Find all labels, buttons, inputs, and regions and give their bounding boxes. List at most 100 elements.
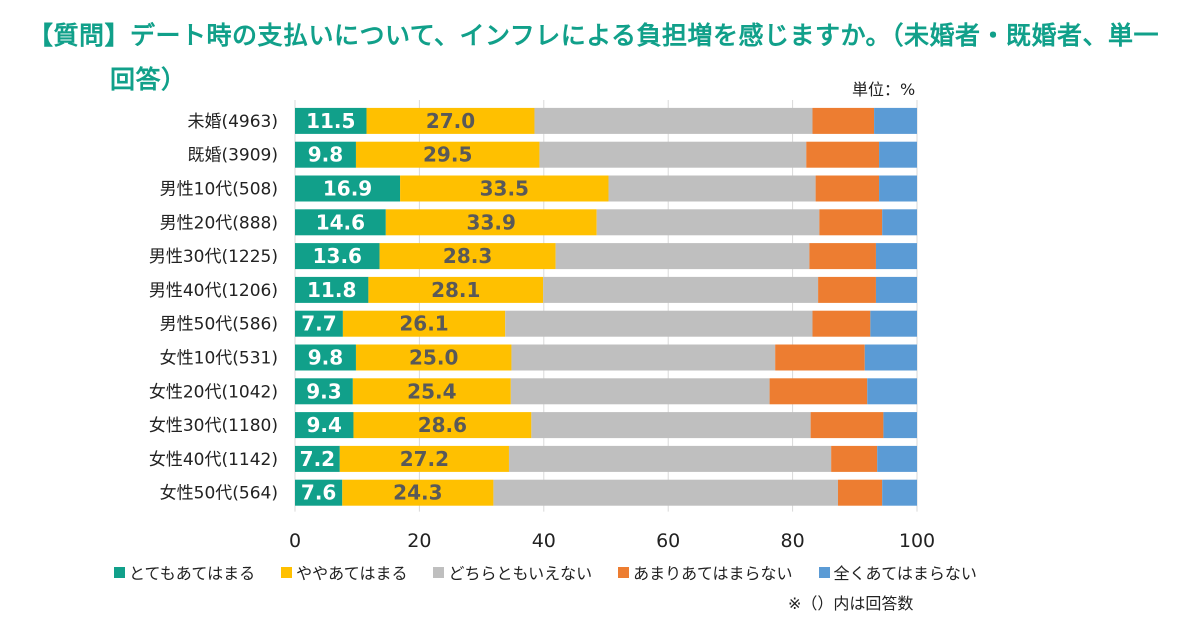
bar-segment xyxy=(831,445,878,472)
bar-row: 9.4 28.6 xyxy=(295,412,917,439)
chart-title-line1: 【質問】デート時の支払いについて、インフレによる負担増を感じますか。（未婚者・既… xyxy=(28,21,1160,50)
category-label: 女性50代(564) xyxy=(160,484,278,504)
bar-segment xyxy=(355,344,512,371)
bar-segment xyxy=(531,412,811,439)
bar-segment xyxy=(368,276,544,303)
category-label: 女性30代(1180) xyxy=(149,416,278,436)
bar-segment xyxy=(539,141,807,168)
bar-row: 7.6 24.3 xyxy=(295,479,917,506)
legend-item: 全くあてはまらない xyxy=(818,560,977,584)
data-label: 27.0 xyxy=(426,109,475,133)
data-label: 25.4 xyxy=(407,379,456,403)
bar-segment xyxy=(864,344,917,371)
bar-segment xyxy=(870,310,917,337)
legend-swatch-icon xyxy=(433,566,445,578)
legend-label: とてもあてはまる xyxy=(129,564,256,583)
legend-item: どちらともいえない xyxy=(433,560,592,584)
bar-segment xyxy=(838,479,883,506)
footnote: ※（）内は回答数 xyxy=(788,594,914,613)
x-tick-label: 100 xyxy=(899,530,935,552)
bar-segment xyxy=(342,479,494,506)
data-label: 29.5 xyxy=(423,143,472,167)
bar-segment xyxy=(295,107,367,134)
bar-segment xyxy=(385,209,597,236)
chart-title-line2: 回答） xyxy=(110,65,187,94)
bar-segment xyxy=(882,209,917,236)
data-label: 7.7 xyxy=(301,312,336,336)
bar-segment xyxy=(295,175,401,202)
bar-row: 16.9 33.5 xyxy=(295,175,917,202)
data-label: 16.9 xyxy=(323,177,372,201)
category-label: 未婚(4963) xyxy=(187,112,278,132)
bar-segment xyxy=(400,175,609,202)
data-label: 28.1 xyxy=(431,278,480,302)
bar-segment xyxy=(366,107,535,134)
bar-segment xyxy=(815,175,880,202)
bar-segment xyxy=(534,107,813,134)
legend-swatch-icon xyxy=(281,566,293,578)
chart-title: 【質問】デート時の支払いについて、インフレによる負担増を感じますか。（未婚者・既… xyxy=(28,14,1188,102)
data-label: 27.2 xyxy=(400,447,449,471)
data-label: 9.4 xyxy=(307,413,342,437)
bar-segment xyxy=(879,141,917,168)
bar-segment xyxy=(875,276,917,303)
x-tick-label: 0 xyxy=(289,530,301,552)
bar-segment xyxy=(295,344,356,371)
x-tick-label: 20 xyxy=(407,530,431,552)
bar-segment xyxy=(819,209,883,236)
bar-segment xyxy=(812,310,871,337)
bar-segment xyxy=(295,141,356,168)
bar-segment xyxy=(352,378,511,405)
bar-segment xyxy=(342,310,506,337)
data-label: 13.6 xyxy=(313,244,362,268)
data-label: 11.8 xyxy=(307,278,356,302)
bar-segment xyxy=(809,243,876,270)
data-label: 11.5 xyxy=(306,109,355,133)
legend: とてもあてはまる ややあてはまる どちらともいえない あまりあてはまらない 全くあてはま… xyxy=(114,560,977,584)
category-label: 男性40代(1206) xyxy=(149,281,278,301)
gridlines xyxy=(294,100,918,512)
bar-segment xyxy=(505,310,813,337)
bar-segment xyxy=(883,412,917,439)
bar-segment xyxy=(508,445,832,472)
data-label: 28.6 xyxy=(418,413,467,437)
bar-segment xyxy=(818,276,876,303)
bar-segment xyxy=(775,344,865,371)
legend-label: 全くあてはまらない xyxy=(833,564,977,583)
bar-segment xyxy=(295,479,343,506)
data-label: 14.6 xyxy=(316,210,365,234)
data-label: 9.8 xyxy=(308,346,343,370)
bar-segment xyxy=(295,378,353,405)
bar-segment xyxy=(353,412,532,439)
x-tick-label: 60 xyxy=(656,530,680,552)
data-label: 25.0 xyxy=(409,346,458,370)
bar-segment xyxy=(882,479,917,506)
bars: 11.5 27.09.8 29.516.9 33.514.6 33.913.6 28.31… xyxy=(295,107,917,506)
bar-segment xyxy=(295,276,369,303)
bar-segment xyxy=(875,243,917,270)
legend-label: どちらともいえない xyxy=(448,564,593,583)
legend-item: とてもあてはまる xyxy=(114,560,255,584)
bar-row: 11.5 27.0 xyxy=(295,107,917,134)
bar-segment xyxy=(810,412,884,439)
category-label: 女性10代(531) xyxy=(160,349,278,369)
data-label: 33.9 xyxy=(467,210,516,234)
x-tick-label: 40 xyxy=(532,530,556,552)
bar-segment xyxy=(812,107,875,134)
category-label: 男性20代(888) xyxy=(160,213,278,233)
bar-segment xyxy=(608,175,816,202)
category-label: 女性20代(1042) xyxy=(149,382,278,402)
bar-segment xyxy=(493,479,839,506)
bar-row: 7.2 27.2 xyxy=(295,445,917,472)
bar-row: 9.8 29.5 xyxy=(295,141,917,168)
bar-row: 13.6 28.3 xyxy=(295,243,917,270)
bar-segment xyxy=(355,141,540,168)
bar-segment xyxy=(511,344,776,371)
category-label: 既婚(3909) xyxy=(187,146,278,166)
bar-segment xyxy=(295,412,354,439)
category-labels: 未婚(4963) 既婚(3909) 男性10代(508) 男性20代(888) 男性30… xyxy=(149,112,278,504)
bar-segment xyxy=(555,243,810,270)
data-label: 26.1 xyxy=(399,312,448,336)
bar-segment xyxy=(806,141,880,168)
